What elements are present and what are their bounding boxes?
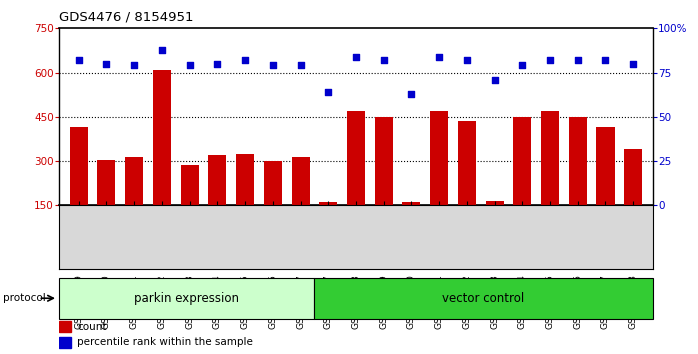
Bar bbox=[541, 111, 559, 250]
Bar bbox=[458, 121, 476, 250]
Point bbox=[517, 63, 528, 68]
Text: GDS4476 / 8154951: GDS4476 / 8154951 bbox=[59, 11, 194, 24]
Point bbox=[211, 61, 223, 67]
Point bbox=[128, 63, 140, 68]
Point bbox=[433, 54, 445, 59]
Bar bbox=[347, 111, 365, 250]
Bar bbox=[264, 161, 282, 250]
Point bbox=[73, 57, 84, 63]
Point bbox=[461, 57, 473, 63]
Bar bbox=[98, 160, 115, 250]
Point bbox=[600, 57, 611, 63]
Point bbox=[239, 57, 251, 63]
Bar bbox=[313, 278, 653, 319]
Bar bbox=[430, 111, 448, 250]
Text: protocol: protocol bbox=[3, 293, 46, 303]
Point bbox=[184, 63, 195, 68]
Bar bbox=[597, 127, 614, 250]
Point bbox=[628, 61, 639, 67]
Bar bbox=[375, 117, 393, 250]
Bar bbox=[513, 117, 531, 250]
Point bbox=[322, 89, 334, 95]
Bar bbox=[125, 156, 143, 250]
Point bbox=[572, 57, 584, 63]
Point bbox=[406, 91, 417, 97]
Point bbox=[489, 77, 500, 82]
Text: count: count bbox=[77, 321, 107, 332]
Text: percentile rank within the sample: percentile rank within the sample bbox=[77, 337, 253, 348]
Bar bbox=[403, 202, 420, 250]
Bar bbox=[569, 117, 587, 250]
Bar bbox=[181, 166, 199, 250]
Bar bbox=[292, 156, 309, 250]
Text: parkin expression: parkin expression bbox=[134, 292, 239, 305]
Point bbox=[267, 63, 279, 68]
Bar bbox=[208, 155, 226, 250]
Bar bbox=[59, 321, 71, 332]
Bar bbox=[319, 202, 337, 250]
Point bbox=[295, 63, 306, 68]
Text: vector control: vector control bbox=[442, 292, 524, 305]
Bar bbox=[153, 70, 171, 250]
Bar bbox=[486, 201, 504, 250]
Point bbox=[378, 57, 389, 63]
Bar bbox=[624, 149, 642, 250]
Bar bbox=[70, 127, 88, 250]
Bar bbox=[59, 278, 313, 319]
Point bbox=[156, 47, 168, 52]
Point bbox=[101, 61, 112, 67]
Bar bbox=[236, 154, 254, 250]
Point bbox=[350, 54, 362, 59]
Bar bbox=[59, 337, 71, 348]
Point bbox=[544, 57, 556, 63]
